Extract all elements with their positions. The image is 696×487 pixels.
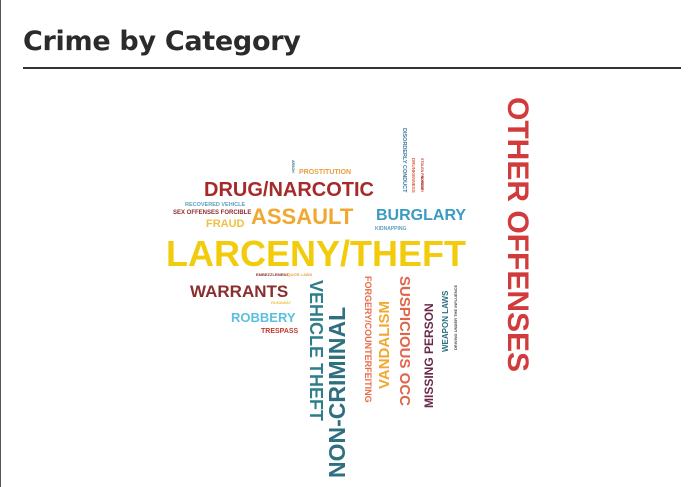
- word-liquor-laws: LIQUOR LAWS: [284, 272, 313, 277]
- word-disorderly-conduct: DISORDERLY CONDUCT: [401, 128, 407, 193]
- word-weapon-laws: WEAPON LAWS: [441, 290, 450, 352]
- word-non-criminal: NON-CRIMINAL: [324, 307, 350, 478]
- word-other-offenses: OTHER OFFENSES: [501, 97, 534, 372]
- word-kidnapping: KIDNAPPING: [375, 226, 407, 232]
- word-vandalism: VANDALISM: [376, 301, 393, 389]
- title-divider: [23, 67, 681, 69]
- word-vehicle-theft: VEHICLE THEFT: [306, 280, 326, 421]
- word-driving-under-the-influence: DRIVING UNDER THE INFLUENCE: [453, 285, 458, 350]
- word-warrants: WARRANTS: [190, 282, 288, 301]
- word-embezzlement: EMBEZZLEMENT: [256, 272, 289, 277]
- word-arson: ARSON: [291, 160, 295, 173]
- word-stolen-property: STOLEN PROPERTY: [420, 158, 424, 193]
- word-fraud: FRAUD: [206, 218, 245, 230]
- word-sex-offenses-forcible: SEX OFFENSES FORCIBLE: [173, 210, 251, 216]
- word-prostitution: PROSTITUTION: [299, 169, 351, 176]
- word-recovered-vehicle: RECOVERED VEHICLE: [185, 202, 246, 208]
- word-runaway: RUNAWAY: [271, 300, 291, 305]
- word-drunkenness: DRUNKENNESS: [411, 158, 416, 193]
- word-drug-narcotic: DRUG/NARCOTIC: [204, 179, 374, 201]
- word-trespass: TRESPASS: [261, 328, 299, 335]
- word-larceny-theft: LARCENY/THEFT: [166, 233, 466, 274]
- word-assault: ASSAULT: [251, 204, 354, 229]
- word-forgery-counterfeiting: FORGERY/COUNTERFEITING: [363, 276, 373, 403]
- chart-title: Crime by Category: [23, 26, 301, 57]
- word-suspicious-occ: SUSPICIOUS OCC: [396, 276, 413, 406]
- word-missing-person: MISSING PERSON: [422, 303, 436, 408]
- word-robbery: ROBBERY: [231, 310, 296, 325]
- word-suicide: SUICIDE: [420, 176, 424, 191]
- word-burglary: BURGLARY: [376, 207, 466, 224]
